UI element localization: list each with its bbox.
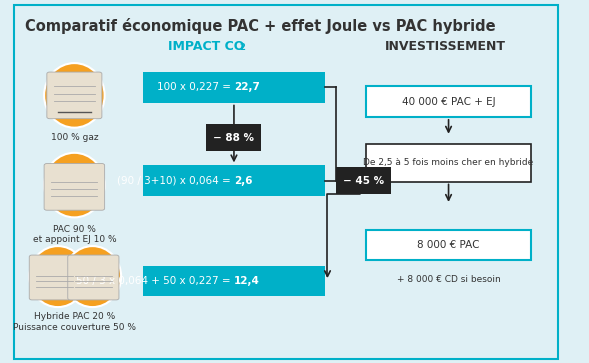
Ellipse shape (29, 246, 87, 307)
Text: 2,6: 2,6 (234, 176, 253, 185)
Text: 40 000 € PAC + EJ: 40 000 € PAC + EJ (402, 97, 495, 107)
Ellipse shape (44, 153, 105, 217)
Text: 100 % gaz: 100 % gaz (51, 133, 98, 142)
Text: Hybride PAC 20 %
Puissance couverture 50 %: Hybride PAC 20 % Puissance couverture 50… (13, 313, 136, 332)
Text: De 2,5 à 5 fois moins cher en hybride: De 2,5 à 5 fois moins cher en hybride (363, 158, 534, 167)
FancyBboxPatch shape (336, 167, 391, 194)
Ellipse shape (44, 63, 105, 128)
FancyBboxPatch shape (143, 166, 325, 196)
FancyBboxPatch shape (366, 144, 531, 182)
Text: 2: 2 (240, 42, 246, 52)
FancyBboxPatch shape (206, 124, 262, 151)
Text: 50 / 3 x 0,064 + 50 x 0,227 =: 50 / 3 x 0,064 + 50 x 0,227 = (76, 276, 234, 286)
FancyBboxPatch shape (366, 86, 531, 117)
Text: 12,4: 12,4 (234, 276, 260, 286)
FancyBboxPatch shape (366, 230, 531, 260)
Text: IMPACT CO: IMPACT CO (168, 40, 244, 53)
Text: (90 / 3+10) x 0,064 =: (90 / 3+10) x 0,064 = (117, 176, 234, 185)
FancyBboxPatch shape (29, 255, 81, 300)
Text: Comparatif économique PAC + effet Joule vs PAC hybride: Comparatif économique PAC + effet Joule … (25, 18, 495, 34)
FancyBboxPatch shape (143, 266, 325, 296)
Text: − 45 %: − 45 % (343, 176, 384, 185)
Text: 22,7: 22,7 (234, 82, 260, 92)
FancyBboxPatch shape (44, 164, 105, 210)
FancyBboxPatch shape (47, 72, 102, 119)
Text: 8 000 € PAC: 8 000 € PAC (417, 240, 480, 250)
Text: + 8 000 € CD si besoin: + 8 000 € CD si besoin (396, 275, 501, 284)
Ellipse shape (64, 246, 121, 307)
Text: 100 x 0,227 =: 100 x 0,227 = (157, 82, 234, 92)
Text: INVESTISSEMENT: INVESTISSEMENT (385, 40, 507, 53)
FancyBboxPatch shape (143, 72, 325, 103)
Text: − 88 %: − 88 % (213, 132, 254, 143)
Text: PAC 90 %
et appoint EJ 10 %: PAC 90 % et appoint EJ 10 % (32, 225, 116, 244)
FancyBboxPatch shape (68, 255, 119, 300)
